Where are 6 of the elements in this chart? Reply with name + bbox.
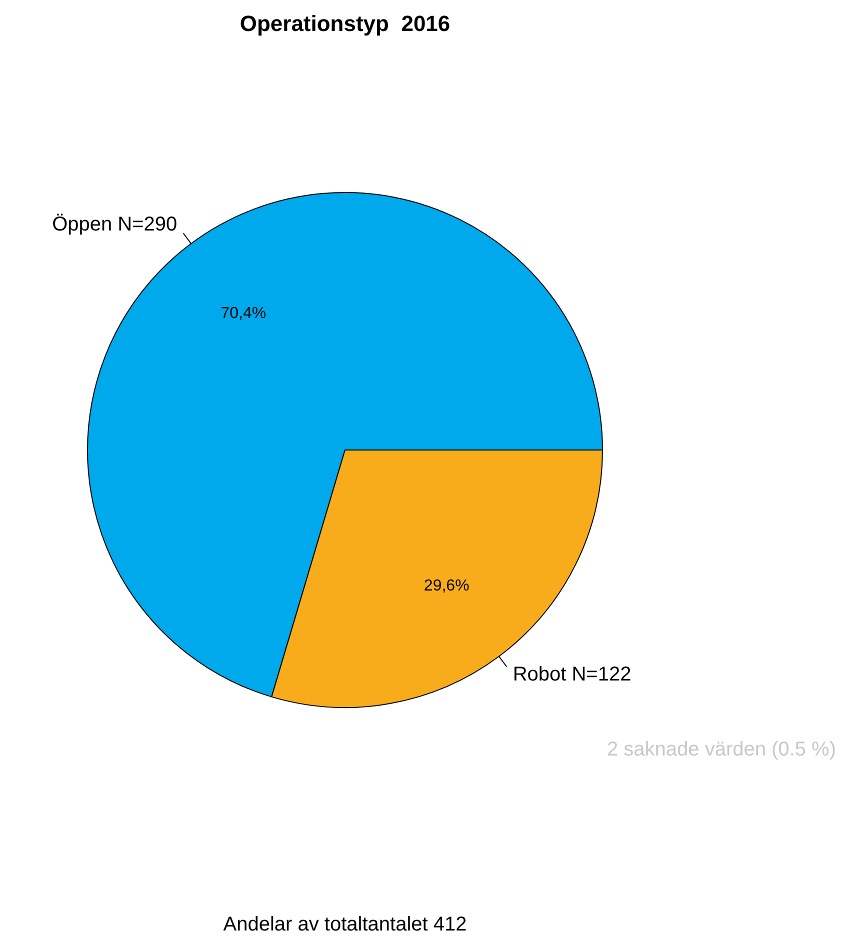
text: Andelar av totaltantalet 412 [223,914,467,936]
chart-title: Operationstyp 2016 [240,11,450,36]
slice-label: Öppen N=290 [52,214,178,236]
data-label: 29,6% [424,578,470,595]
slice-label: Robot N=122 [512,663,632,686]
data-label: 70,4% [220,305,266,322]
